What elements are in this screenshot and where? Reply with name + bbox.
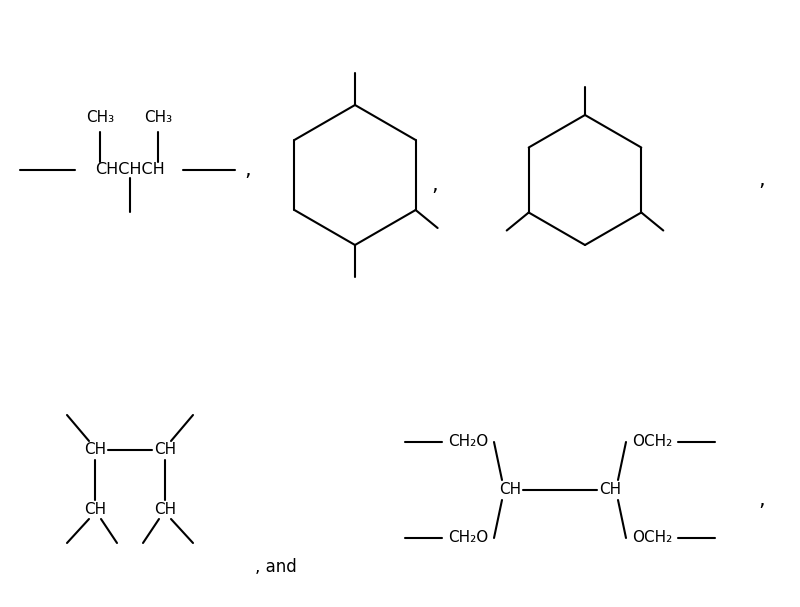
Text: CH: CH [84,443,106,458]
Text: CH: CH [499,483,521,498]
Text: CH₃: CH₃ [144,110,172,126]
Text: CH₂O: CH₂O [448,435,488,450]
Text: CH: CH [154,503,176,518]
Text: CH: CH [599,483,621,498]
Text: OCH₂: OCH₂ [632,531,672,546]
Text: ,: , [758,490,766,510]
Text: OCH₂: OCH₂ [632,435,672,450]
Text: ,: , [245,160,251,180]
Text: ,: , [758,170,766,190]
Text: ,: , [432,175,438,195]
Text: , and: , and [255,558,297,576]
Text: CH₂O: CH₂O [448,531,488,546]
Text: CH: CH [154,443,176,458]
Text: CH₃: CH₃ [86,110,114,126]
Text: CHCHCH: CHCHCH [95,163,165,177]
Text: CH: CH [84,503,106,518]
